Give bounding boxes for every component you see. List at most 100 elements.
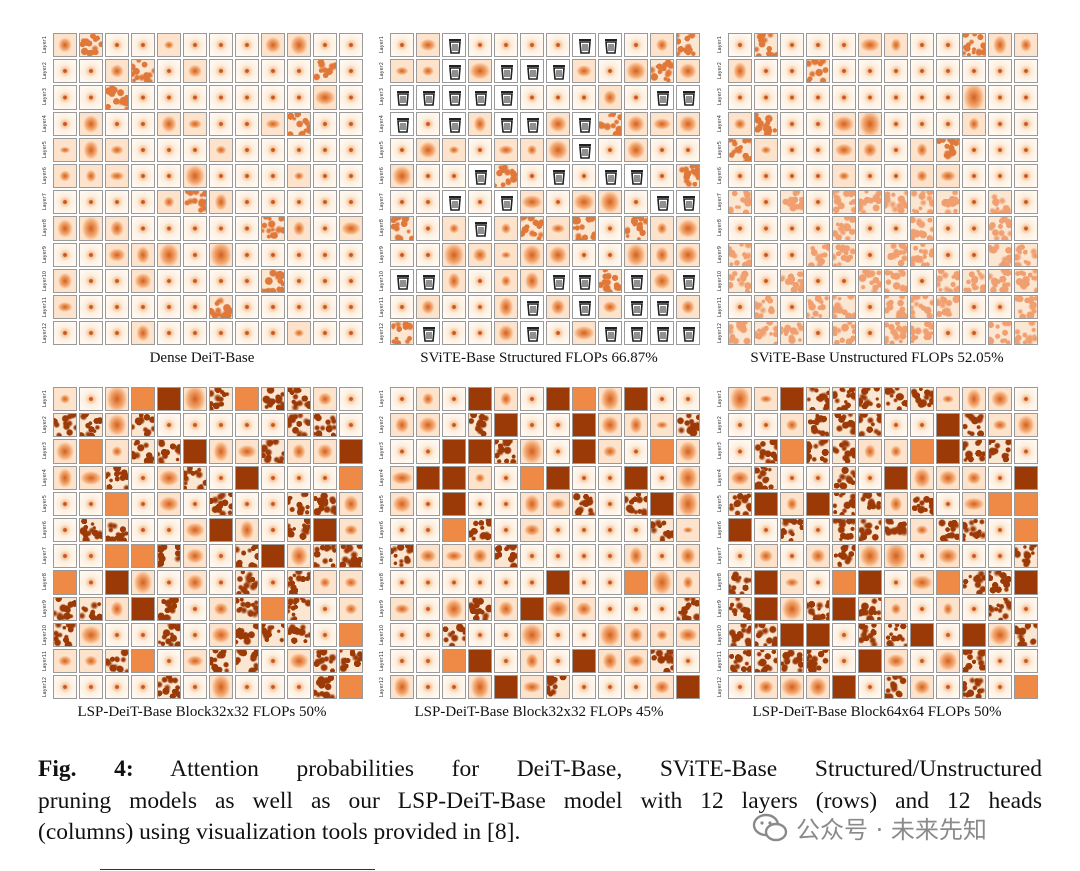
attention-map — [183, 321, 207, 346]
attention-map — [780, 413, 804, 438]
attention-map — [287, 85, 311, 110]
attention-map — [728, 413, 752, 438]
attention-map — [884, 675, 908, 700]
attention-map — [1014, 570, 1038, 595]
attention-map — [624, 321, 648, 346]
attention-map — [79, 544, 103, 569]
layer-label: Layer3 — [42, 442, 48, 461]
attention-map — [598, 491, 622, 516]
attention-map — [235, 137, 259, 162]
attention-map — [209, 33, 233, 58]
attention-map — [520, 544, 544, 569]
attention-map — [105, 413, 129, 438]
attention-map — [988, 163, 1012, 189]
attention-map — [209, 294, 233, 320]
attention-map — [53, 675, 77, 700]
attention-map — [546, 648, 570, 674]
attention-map — [209, 387, 233, 412]
attention-map — [754, 242, 778, 267]
attention-map — [53, 596, 77, 621]
layer-label: Layer2 — [717, 416, 723, 434]
attention-map — [884, 387, 908, 412]
panel-title: Dense DeiT-Base — [149, 350, 255, 367]
attention-map — [754, 596, 778, 621]
attention-map — [858, 596, 882, 621]
attention-map — [936, 622, 960, 647]
attention-map — [416, 321, 440, 346]
layer-label: Layer7 — [42, 547, 48, 565]
attention-map — [287, 33, 311, 58]
attention-map — [1014, 491, 1038, 516]
attention-map — [313, 33, 337, 58]
layer-label: Layer1 — [379, 36, 385, 54]
attention-map — [157, 163, 181, 189]
attention-map — [962, 59, 986, 84]
attention-map — [131, 242, 155, 267]
attention-map — [936, 596, 960, 621]
attention-map — [624, 596, 648, 621]
attention-map — [53, 622, 77, 647]
attention-map — [339, 465, 363, 490]
attention-map — [884, 413, 908, 438]
attention-map — [988, 544, 1012, 569]
attention-map — [468, 163, 492, 189]
layer-label: Layer9 — [42, 246, 48, 264]
attention-map — [520, 570, 544, 595]
attention-map — [520, 321, 544, 346]
attention-map — [832, 648, 856, 674]
attention-map — [131, 675, 155, 700]
attention-map — [79, 491, 103, 516]
caption-line: pruning models as well as our LSP-DeiT-B… — [38, 786, 1042, 818]
attention-map — [416, 190, 440, 215]
attention-map — [780, 216, 804, 241]
attention-map — [131, 294, 155, 320]
attention-map — [105, 190, 129, 215]
attention-map — [105, 85, 129, 110]
attention-map — [754, 294, 778, 320]
attention-map — [806, 137, 830, 162]
attention-map — [962, 570, 986, 595]
attention-map — [235, 190, 259, 215]
figure-caption: Fig. 4: Attention probabilities for DeiT… — [38, 754, 1042, 849]
attention-map — [183, 137, 207, 162]
attention-map — [494, 190, 518, 215]
attention-map — [183, 517, 207, 543]
attention-map — [780, 622, 804, 647]
attention-map — [936, 517, 960, 543]
attention-map — [105, 622, 129, 647]
attention-map — [858, 465, 882, 490]
attention-map — [780, 268, 804, 293]
attention-map — [53, 321, 77, 346]
attention-map — [936, 413, 960, 438]
attention-map — [287, 570, 311, 595]
attention-map — [287, 216, 311, 241]
attention-map — [390, 648, 414, 674]
attention-map — [754, 59, 778, 84]
attention-map — [1014, 675, 1038, 700]
attention-map — [131, 268, 155, 293]
attention-map — [754, 570, 778, 595]
attention-map — [1014, 85, 1038, 110]
attention-map — [650, 59, 674, 84]
attention-grid: Layer1 Layer2 Layer3 Layer4 Layer5 Layer6 Laye… — [38, 32, 366, 346]
attention-map — [183, 439, 207, 464]
attention-map — [728, 648, 752, 674]
attention-map — [546, 387, 570, 412]
attention-map — [650, 570, 674, 595]
attention-map — [416, 85, 440, 110]
attention-map — [650, 465, 674, 490]
layer-label: Layer5 — [42, 495, 48, 513]
attention-map — [416, 648, 440, 674]
attention-map — [416, 216, 440, 241]
attention-map — [936, 439, 960, 464]
attention-map — [468, 648, 492, 674]
attention-map — [910, 648, 934, 674]
attention-map — [910, 163, 934, 189]
attention-map — [1014, 190, 1038, 215]
attention-map — [468, 321, 492, 346]
attention-map — [313, 465, 337, 490]
attention-map — [183, 544, 207, 569]
layer-label: Layer2 — [717, 62, 723, 80]
attention-map — [624, 570, 648, 595]
